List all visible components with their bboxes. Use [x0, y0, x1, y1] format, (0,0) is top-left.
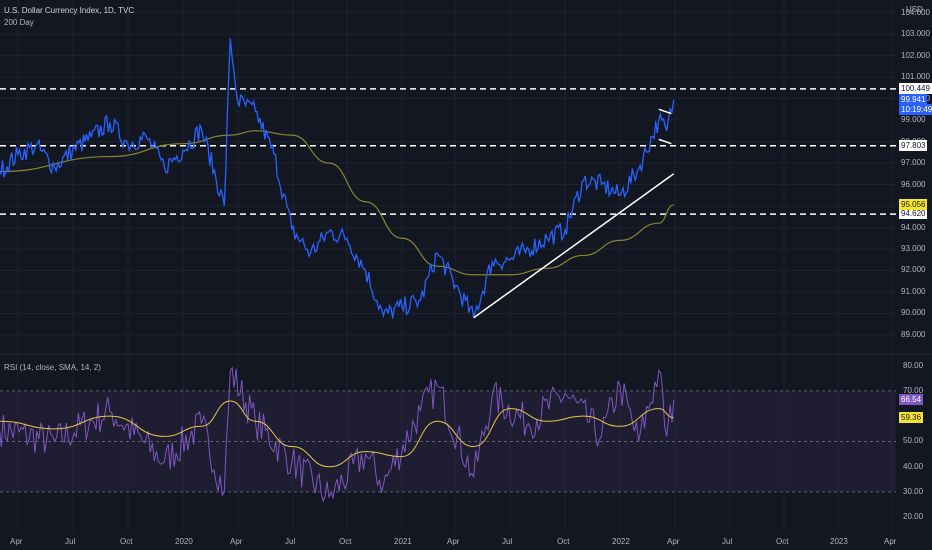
x-tick-label: Oct: [557, 537, 570, 546]
price-tick-label: 90.000: [901, 308, 926, 318]
price-tick-label: 104.000: [901, 7, 930, 17]
chart-title: U.S. Dollar Currency Index, 1D, TVC: [4, 6, 135, 15]
x-tick-label: Jul: [285, 537, 296, 546]
price-line: [0, 38, 675, 319]
x-tick-label: Jul: [502, 537, 513, 546]
rsi-tick-label: 50.00: [903, 436, 924, 446]
x-tick-label: Oct: [339, 537, 352, 546]
x-tick-label: Oct: [776, 537, 789, 546]
price-tick-label: 97.000: [901, 158, 926, 168]
x-tick-label: Apr: [230, 537, 243, 546]
rsi-tick-label: 70.00: [903, 385, 924, 395]
x-tick-label: Apr: [447, 537, 460, 546]
chart-marks: [0, 38, 896, 503]
ma-200-line: [0, 130, 674, 276]
x-tick-label: Oct: [120, 537, 133, 546]
x-tick-label: 2020: [175, 537, 193, 546]
price-tick-label: 102.000: [901, 50, 930, 60]
price-tick-label: 93.000: [901, 243, 926, 253]
price-tick-label: 94.000: [901, 222, 926, 232]
price-tick-label: 99.000: [901, 115, 926, 125]
x-tick-label: Apr: [884, 537, 897, 546]
x-tick-label: Jul: [722, 537, 733, 546]
level-tag: 97.803: [899, 139, 928, 151]
price-tick-label: 103.000: [901, 29, 930, 39]
price-tick-label: 96.000: [901, 179, 926, 189]
x-tick-label: Apr: [10, 537, 23, 546]
rsi-ma-line: [0, 400, 674, 468]
rsi-tick-label: 40.00: [903, 461, 924, 471]
rsi-tick-label: 80.00: [903, 360, 924, 370]
rsi-pane: [0, 390, 896, 493]
rsi-title: RSI (14, close, SMA, 14, 2): [4, 363, 101, 372]
price-tick-label: 91.000: [901, 286, 926, 296]
price-tick-label: 92.000: [901, 265, 926, 275]
x-tick-label: 2023: [830, 537, 848, 546]
ma-value-tag: 95.056: [899, 198, 928, 210]
last-price-tag: 99.941: [899, 93, 928, 105]
x-tick-label: Jul: [65, 537, 76, 546]
rsi-tick-label: 20.00: [903, 512, 924, 522]
x-tick-label: 2022: [612, 537, 630, 546]
currency-label: USD: [906, 5, 923, 14]
price-tick-label: 89.000: [901, 329, 926, 339]
price-tick-label: 101.000: [901, 72, 930, 82]
countdown-tag: 10:19:49: [899, 103, 932, 115]
trendline: [473, 173, 675, 319]
rsi-line: [0, 366, 675, 503]
rsi-ma-value-tag: 59.36: [899, 411, 924, 423]
level-tag: 100.449: [899, 82, 932, 94]
rsi-tick-label: 30.00: [903, 487, 924, 497]
indicator-label: 200 Day: [4, 18, 34, 27]
level-tag: 94.620: [899, 208, 928, 220]
flag-top-line: [658, 108, 672, 115]
x-tick-label: Apr: [667, 537, 680, 546]
rsi-value-tag: 66.54: [899, 393, 924, 405]
flag-bottom-line: [658, 138, 672, 145]
x-tick-label: 2021: [394, 537, 412, 546]
